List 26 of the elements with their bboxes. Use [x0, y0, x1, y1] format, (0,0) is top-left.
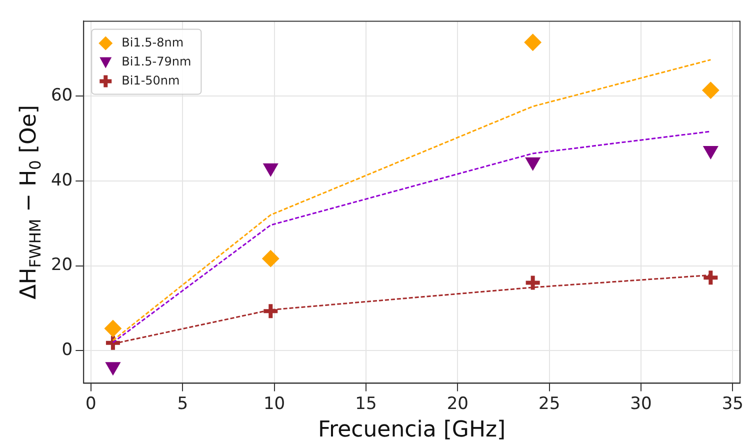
y-axis-title: ΔHFWHM − H0 [Oe]	[16, 105, 45, 300]
point	[104, 334, 122, 352]
point	[524, 274, 542, 292]
legend-label: Bi1.5-79nm	[122, 54, 192, 68]
x-tick-label: 25	[538, 394, 560, 414]
y-tick-label: 0	[62, 340, 73, 360]
x-tick-label: 15	[355, 394, 377, 414]
y-tick-label: 40	[50, 170, 73, 190]
x-tick-label: 10	[263, 394, 286, 414]
x-tick-label: 35	[722, 394, 744, 414]
y-tick-label: 20	[50, 255, 73, 276]
point	[262, 302, 280, 320]
line-series	[112, 130, 712, 344]
x-tick-label: 0	[86, 394, 96, 414]
x-tick-label: 20	[446, 394, 468, 414]
point	[702, 268, 720, 287]
legend-label: Bi1-50nm	[122, 73, 180, 88]
x-tick-label: 30	[630, 394, 652, 414]
point	[262, 250, 280, 268]
point	[524, 34, 542, 51]
y-tick-label: 60	[50, 86, 73, 106]
x-axis-title: Frecuencia [GHz]	[318, 418, 506, 443]
x-tick-label: 5	[177, 394, 188, 414]
point	[104, 320, 122, 338]
point	[702, 82, 720, 99]
legend-label: Bi1.5-8nm	[122, 35, 184, 50]
